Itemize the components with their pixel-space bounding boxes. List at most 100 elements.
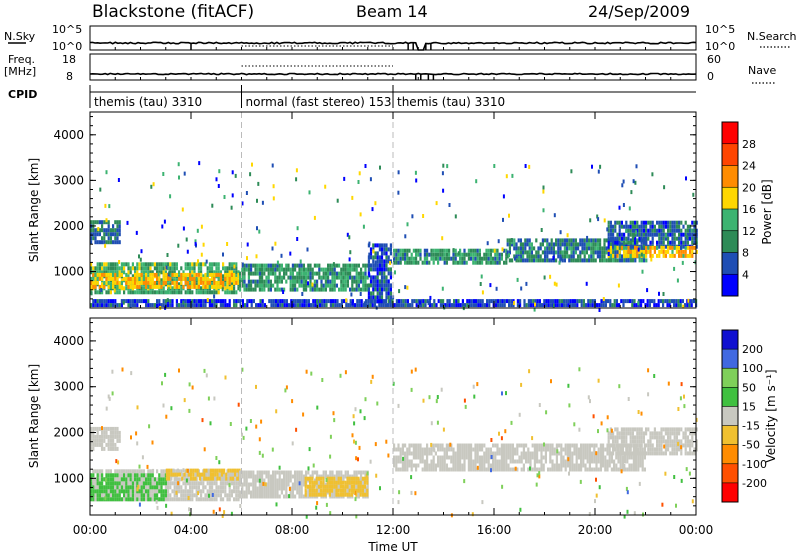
velocity-cell bbox=[412, 455, 415, 460]
power-point bbox=[295, 168, 298, 173]
freq-left-tick-top: 18 bbox=[62, 53, 76, 66]
velocity-cell bbox=[562, 459, 565, 464]
power-cell bbox=[175, 303, 178, 308]
velocity-cell bbox=[536, 451, 539, 456]
velocity-cell bbox=[623, 431, 626, 436]
velocity-cell bbox=[109, 438, 112, 443]
power-cell bbox=[294, 267, 297, 272]
power-cell bbox=[385, 267, 388, 272]
power-cell bbox=[307, 303, 310, 308]
power-cell bbox=[226, 290, 229, 295]
power-cell bbox=[380, 255, 384, 260]
power-cell bbox=[145, 262, 148, 267]
power-cell bbox=[653, 303, 656, 308]
power-cell bbox=[587, 299, 590, 304]
power-cell bbox=[202, 280, 205, 285]
power-point bbox=[257, 181, 260, 186]
velocity-cell bbox=[212, 476, 215, 481]
power-cell bbox=[572, 254, 575, 259]
velocity-cell bbox=[320, 492, 323, 497]
power-cell bbox=[189, 299, 192, 304]
velocity-cell bbox=[395, 459, 398, 464]
power-cell bbox=[292, 299, 295, 304]
velocity-cell bbox=[417, 451, 420, 456]
power-cell bbox=[147, 284, 150, 289]
power-cell bbox=[383, 283, 386, 288]
power-cell bbox=[470, 248, 473, 253]
power-cell bbox=[200, 262, 203, 267]
power-cell bbox=[410, 252, 413, 257]
velocity-cell bbox=[580, 451, 583, 456]
velocity-cell bbox=[595, 455, 598, 460]
power-point bbox=[555, 282, 558, 287]
velocity-cell bbox=[620, 443, 623, 448]
power-cell bbox=[631, 244, 634, 249]
power-cell bbox=[92, 299, 95, 304]
power-cell bbox=[151, 276, 154, 281]
power-cell bbox=[468, 299, 471, 304]
power-cell bbox=[636, 249, 639, 254]
power-cell bbox=[645, 249, 648, 254]
velocity-cell bbox=[176, 468, 179, 473]
power-cell bbox=[605, 246, 608, 251]
power-cell bbox=[453, 299, 456, 304]
velocity-cell bbox=[183, 472, 186, 477]
velocity-cell bbox=[90, 438, 93, 443]
power-cell bbox=[145, 299, 148, 304]
velocity-cell bbox=[555, 443, 558, 448]
velocity-cell bbox=[112, 473, 115, 478]
power-cell bbox=[642, 220, 645, 225]
power-cell bbox=[116, 220, 119, 225]
freq-right-tick-bottom: 0 bbox=[707, 70, 714, 83]
power-cell bbox=[513, 254, 516, 259]
power-cell bbox=[657, 299, 660, 304]
power-cell bbox=[197, 272, 200, 277]
power-cell bbox=[288, 303, 291, 308]
power-cell bbox=[94, 290, 97, 295]
power-cell bbox=[307, 283, 310, 288]
velocity-cell bbox=[452, 455, 455, 460]
velocity-cell bbox=[276, 494, 279, 499]
velocity-cell bbox=[92, 485, 95, 490]
power-cell bbox=[309, 275, 312, 280]
power-cell bbox=[92, 220, 95, 225]
power-cell bbox=[289, 275, 292, 280]
power-cell bbox=[189, 272, 192, 277]
power-cell bbox=[160, 262, 163, 267]
power-cell bbox=[603, 250, 606, 255]
power-cell bbox=[558, 299, 561, 304]
power-cell bbox=[302, 279, 305, 284]
power-cell bbox=[563, 303, 566, 308]
velocity-cell bbox=[169, 493, 172, 498]
power-cell bbox=[660, 232, 663, 237]
power-cell bbox=[383, 287, 386, 292]
power-cell bbox=[618, 258, 621, 263]
velocity-cell bbox=[127, 489, 130, 494]
power-cell bbox=[367, 259, 370, 264]
velocity-cell bbox=[338, 470, 341, 475]
velocity-cell bbox=[602, 451, 605, 456]
power-cell bbox=[327, 271, 330, 276]
velocity-cell bbox=[112, 497, 115, 502]
power-cell bbox=[331, 283, 334, 288]
power-cell bbox=[603, 238, 606, 243]
power-cell bbox=[535, 254, 538, 259]
velocity-point bbox=[291, 441, 294, 446]
velocity-cell bbox=[580, 463, 583, 468]
power-cell bbox=[373, 303, 376, 308]
power-cell bbox=[579, 254, 582, 259]
power-point bbox=[163, 219, 166, 224]
power-cell bbox=[112, 299, 115, 304]
velocity-cell bbox=[660, 427, 663, 432]
power-cell bbox=[134, 303, 137, 308]
velocity-cell bbox=[614, 447, 617, 452]
velocity-cell bbox=[419, 455, 422, 460]
power-cell bbox=[570, 250, 573, 255]
power-cell bbox=[98, 228, 101, 233]
power-colorbar-swatch bbox=[722, 165, 738, 188]
power-cell bbox=[208, 290, 211, 295]
velocity-cell bbox=[362, 482, 365, 487]
velocity-cell bbox=[597, 455, 600, 460]
velocity-cell bbox=[612, 435, 615, 440]
power-cell bbox=[577, 254, 580, 259]
